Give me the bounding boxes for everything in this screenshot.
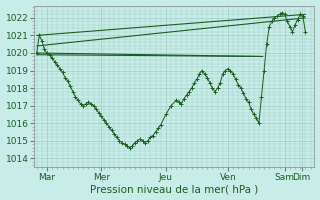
X-axis label: Pression niveau de la mer( hPa ): Pression niveau de la mer( hPa ) bbox=[90, 184, 259, 194]
